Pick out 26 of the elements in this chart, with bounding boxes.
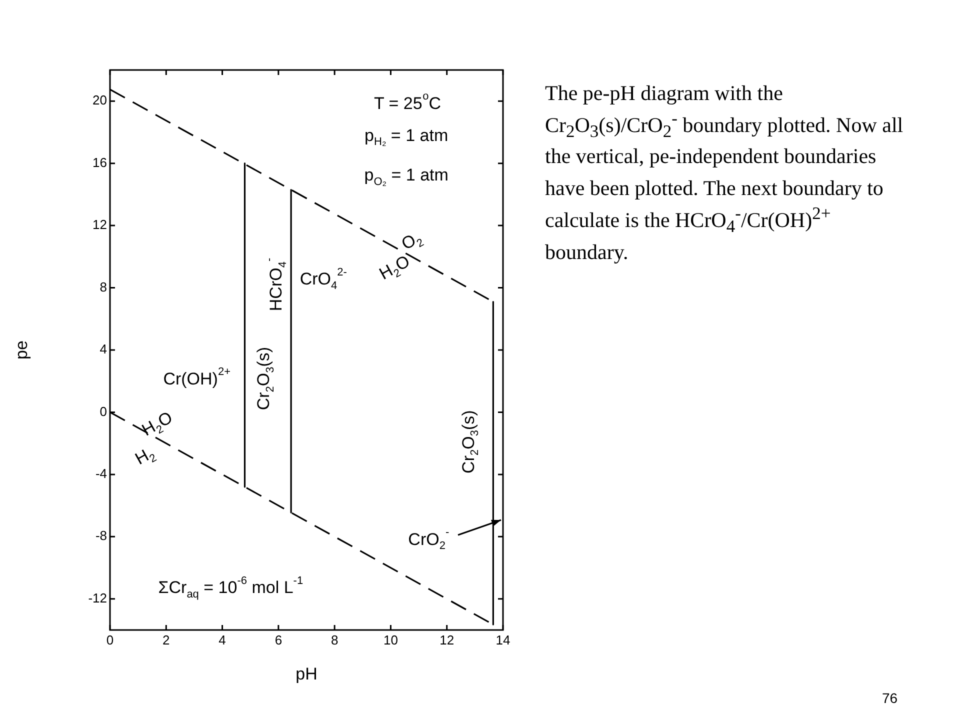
text: The pe-pH diagram with the Cr$_{2}$O$_{3}$(s)/CrO$_{2}$$^{-}$ boundary plotted. Now all the vertical, pe-independent boundaries have been plotted. The next boundary to calculate is the HCrO$_{4}$$^{-}$/Cr(OH)$^{2+}$ boundary. [545, 81, 904, 264]
annotation: H2 [132, 446, 159, 468]
y-tick-label: 20 [92, 92, 107, 108]
y-tick-label: -8 [95, 528, 107, 544]
annotation: O2 [398, 230, 426, 254]
x-tick-label: 4 [218, 632, 226, 648]
x-tick-label: 6 [274, 632, 282, 648]
y-tick-label: -4 [95, 466, 107, 482]
annotation: HCrO4- [263, 258, 290, 312]
y-tick-label: 12 [92, 217, 107, 232]
y-tick-label: -12 [88, 590, 107, 606]
x-tick-label: 12 [440, 632, 454, 648]
x-tick-label: 14 [496, 632, 510, 648]
annotation: Cr2O3(s) [254, 346, 276, 410]
y-tick-label: 8 [100, 279, 107, 294]
x-tick-label: 2 [162, 632, 170, 648]
text: 76 [882, 690, 898, 706]
y-tick-label: 4 [100, 342, 107, 357]
y-tick-label: 16 [92, 154, 107, 170]
y-axis-title: pe [12, 340, 31, 360]
annotation: H2O [376, 252, 413, 284]
x-tick-label: 10 [383, 632, 398, 648]
y-tick-label: 0 [100, 404, 107, 419]
annotation: Cr2O3(s) [458, 410, 482, 474]
x-tick-label: 8 [330, 632, 338, 648]
x-axis-title: pH [296, 664, 318, 684]
